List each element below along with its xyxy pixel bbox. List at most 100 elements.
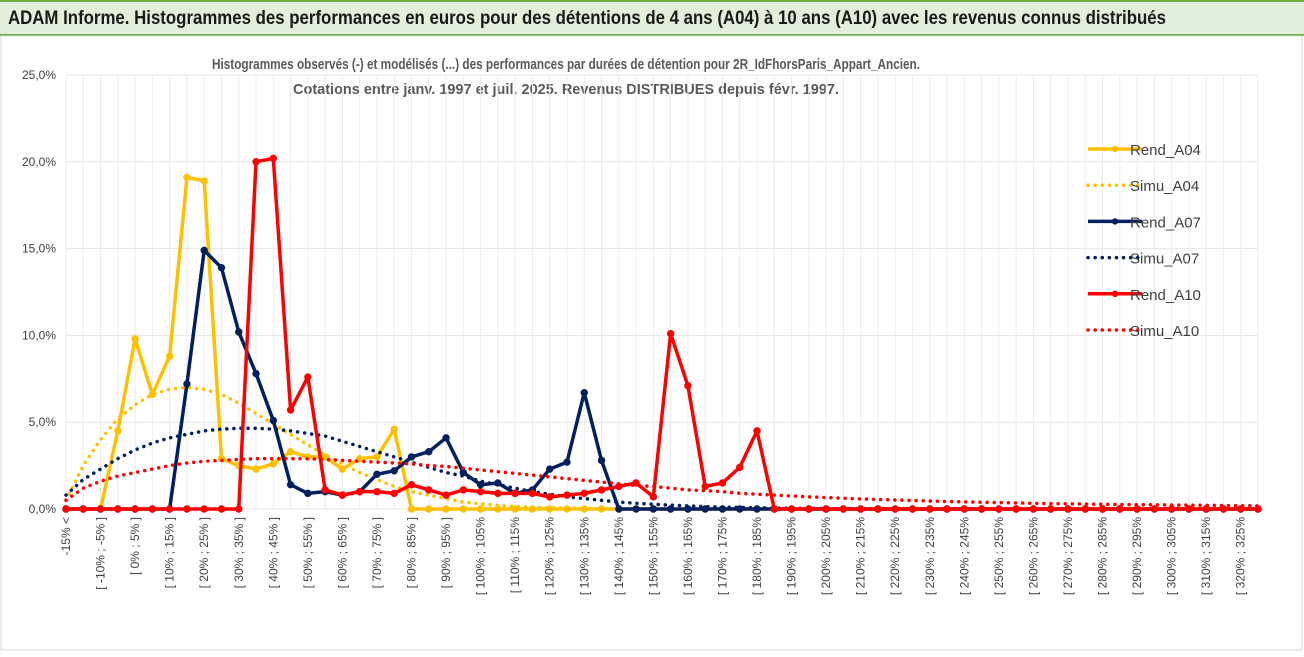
x-tick-label: [ 290% ; 295% xyxy=(1130,517,1144,595)
x-tick-label: [ 10% ; 15% ] xyxy=(163,517,177,588)
data-point xyxy=(425,448,433,456)
data-point xyxy=(96,505,105,513)
data-point xyxy=(235,328,243,336)
data-point xyxy=(787,505,796,513)
data-point xyxy=(425,486,433,494)
data-point xyxy=(753,427,761,435)
x-tick-label: [ 0% ; 5% ] xyxy=(128,517,142,575)
data-point xyxy=(546,465,554,473)
data-point xyxy=(1185,505,1193,513)
data-point xyxy=(148,505,157,513)
y-tick-label: 5,0% xyxy=(29,415,57,429)
data-point xyxy=(511,489,519,498)
x-tick-label: [ 80% ; 85% ] xyxy=(405,517,419,588)
data-point xyxy=(442,491,450,499)
data-point xyxy=(666,505,675,513)
data-point xyxy=(960,505,969,513)
data-point xyxy=(390,425,398,433)
data-point xyxy=(528,489,537,498)
legend-label: Rend_A07 xyxy=(1130,214,1201,231)
data-point xyxy=(407,453,416,461)
x-tick-label: [ 40% ; 45% ] xyxy=(266,517,280,588)
data-point xyxy=(183,380,191,388)
data-point xyxy=(390,467,398,475)
data-point xyxy=(926,505,934,513)
chart-border xyxy=(0,35,1303,651)
plot xyxy=(62,154,1262,513)
data-point xyxy=(1150,505,1159,513)
data-point xyxy=(649,505,658,513)
x-tick-label: [ -10% ; -5% ] xyxy=(94,517,108,590)
data-point xyxy=(1098,505,1107,513)
legend-label: Rend_A10 xyxy=(1130,287,1201,304)
data-point xyxy=(839,505,848,513)
x-tick-label: [ 170% ; 175% xyxy=(715,517,729,595)
data-point xyxy=(373,453,381,461)
data-point xyxy=(304,489,312,498)
data-point xyxy=(580,388,588,397)
x-tick-label: [ 120% ; 125% xyxy=(543,517,557,595)
x-tick-label: [ 20% ; 25% ] xyxy=(197,517,211,588)
data-point xyxy=(442,505,450,513)
header-bar xyxy=(0,0,1304,35)
data-point xyxy=(666,329,675,338)
x-tick-label: [ 260% ; 265% xyxy=(1026,517,1040,595)
y-tick-label: 20,0% xyxy=(22,155,56,169)
data-point xyxy=(217,263,226,272)
data-point xyxy=(977,505,986,513)
grid: 0,0% 5,0% 10,0% 15,0% 20,0% 25,0% -15% < [ -10%… xyxy=(22,68,1259,595)
data-point xyxy=(1219,505,1228,513)
x-tick-label: [ 300% ; 305% xyxy=(1165,517,1179,595)
data-point xyxy=(252,158,260,166)
x-tick-label: [ 60% ; 65% ] xyxy=(335,517,349,588)
data-point xyxy=(856,505,865,513)
x-tick-label: [ 110% ; 115% xyxy=(508,517,522,594)
data-point xyxy=(770,505,778,513)
data-point xyxy=(338,491,347,499)
data-point xyxy=(995,505,1003,513)
x-tick-label: [ 190% ; 195% xyxy=(785,517,799,595)
data-point xyxy=(269,460,278,468)
data-point xyxy=(407,480,416,489)
data-point xyxy=(649,493,658,501)
data-point xyxy=(1046,505,1055,513)
data-point xyxy=(597,486,606,494)
x-tick-label: -15% < xyxy=(59,517,73,555)
data-point xyxy=(165,505,174,513)
x-tick-label: [ 70% ; 75% ] xyxy=(370,517,384,588)
x-tick-label: [ 30% ; 35% ] xyxy=(232,517,246,588)
data-point xyxy=(908,505,917,513)
data-point xyxy=(943,505,951,513)
chart-title: Histogrammes observés (-) et modélisés (… xyxy=(212,56,920,73)
data-point xyxy=(1064,505,1072,513)
x-tick-label: [ 250% ; 255% xyxy=(992,517,1006,595)
data-point xyxy=(632,479,640,487)
series-line xyxy=(64,456,1260,508)
legend-marker xyxy=(1111,145,1119,153)
legend-label: Simu_A07 xyxy=(1130,251,1199,268)
data-point xyxy=(442,434,450,442)
data-point xyxy=(701,482,709,491)
x-tick-label: [ 150% ; 155% xyxy=(646,517,660,595)
x-tick-label: [ 270% ; 275% xyxy=(1061,517,1075,595)
data-point xyxy=(459,486,468,494)
x-tick-label: [ 160% ; 165% xyxy=(681,517,695,595)
data-point xyxy=(718,479,727,487)
data-point xyxy=(131,335,139,343)
data-point xyxy=(114,427,122,435)
data-point xyxy=(200,246,208,255)
data-point xyxy=(252,465,260,473)
data-point xyxy=(891,505,899,513)
y-tick-label: 0,0% xyxy=(29,502,57,516)
data-point xyxy=(1116,505,1124,513)
data-point xyxy=(805,505,813,513)
data-point xyxy=(459,505,468,513)
data-point xyxy=(165,352,174,360)
data-point xyxy=(597,456,606,465)
data-point xyxy=(252,369,260,378)
legend: Rend_A04 Simu_A04 Rend_A07 Simu_A07 Rend_A10… xyxy=(1086,142,1201,340)
y-tick-label: 10,0% xyxy=(22,328,56,342)
